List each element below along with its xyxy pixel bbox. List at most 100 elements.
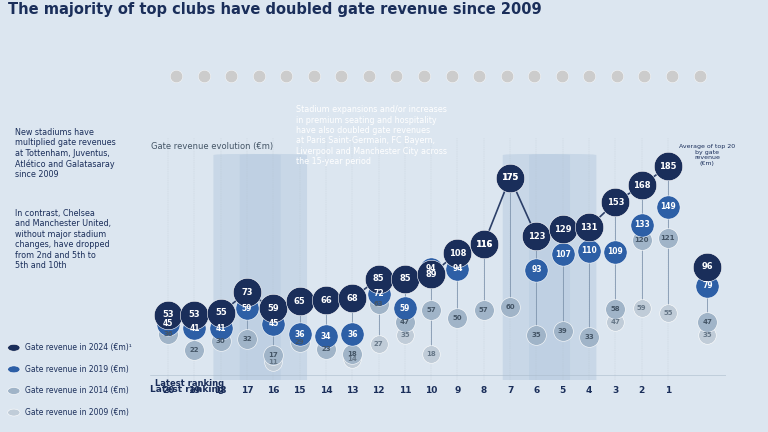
Text: 14: 14 bbox=[347, 356, 357, 362]
Point bbox=[214, 325, 227, 332]
Point bbox=[280, 72, 293, 79]
Point bbox=[666, 72, 678, 79]
Point bbox=[319, 345, 332, 352]
Text: 133: 133 bbox=[634, 220, 650, 229]
Text: 33: 33 bbox=[584, 334, 594, 340]
Point bbox=[662, 235, 674, 242]
Text: Gate revenue evolution (€m): Gate revenue evolution (€m) bbox=[151, 142, 273, 151]
Text: 27: 27 bbox=[374, 341, 383, 347]
Text: 23: 23 bbox=[321, 346, 331, 352]
Point bbox=[188, 346, 200, 353]
Text: 175: 175 bbox=[502, 173, 519, 182]
Text: 53: 53 bbox=[189, 311, 200, 319]
Point bbox=[583, 72, 595, 79]
Text: 107: 107 bbox=[554, 250, 571, 259]
Text: 110: 110 bbox=[581, 246, 597, 255]
Point bbox=[372, 290, 385, 297]
Point bbox=[557, 327, 569, 334]
Point bbox=[162, 311, 174, 318]
Point bbox=[473, 72, 485, 79]
Point bbox=[425, 271, 437, 278]
Text: Latest ranking: Latest ranking bbox=[150, 385, 224, 394]
Text: 93: 93 bbox=[531, 265, 541, 274]
Text: 55: 55 bbox=[215, 308, 227, 317]
Text: 55: 55 bbox=[663, 310, 673, 316]
Point bbox=[308, 72, 320, 79]
Point bbox=[225, 72, 237, 79]
FancyBboxPatch shape bbox=[503, 154, 570, 381]
Point bbox=[701, 282, 713, 289]
Point bbox=[293, 298, 306, 305]
Point bbox=[583, 247, 595, 254]
Point bbox=[188, 311, 200, 318]
Text: 47: 47 bbox=[400, 319, 410, 325]
Point bbox=[694, 72, 706, 79]
Text: 149: 149 bbox=[660, 202, 676, 211]
Point bbox=[662, 203, 674, 210]
Point bbox=[635, 236, 647, 243]
Text: 109: 109 bbox=[607, 248, 623, 256]
Point bbox=[583, 224, 595, 231]
Text: Latest ranking: Latest ranking bbox=[155, 379, 224, 388]
Point bbox=[425, 351, 437, 358]
Text: 11: 11 bbox=[269, 359, 278, 365]
Point bbox=[214, 309, 227, 316]
Text: 73: 73 bbox=[241, 288, 253, 297]
Text: Gate revenue in 2014 (€m): Gate revenue in 2014 (€m) bbox=[25, 387, 128, 395]
Text: 35: 35 bbox=[703, 332, 712, 338]
Text: 18: 18 bbox=[347, 351, 357, 357]
Text: 63: 63 bbox=[374, 301, 383, 307]
Point bbox=[319, 333, 332, 340]
Point bbox=[609, 318, 621, 325]
Text: 57: 57 bbox=[426, 308, 436, 313]
Text: 41: 41 bbox=[189, 324, 200, 333]
Text: 58: 58 bbox=[611, 306, 620, 312]
Text: 35: 35 bbox=[531, 332, 541, 338]
Point bbox=[452, 265, 464, 272]
Text: Gate revenue in 2024 (€m)¹: Gate revenue in 2024 (€m)¹ bbox=[25, 343, 131, 352]
Point bbox=[609, 199, 621, 206]
Point bbox=[557, 251, 569, 257]
Text: 39: 39 bbox=[558, 327, 568, 334]
Text: 30: 30 bbox=[216, 338, 226, 344]
Text: 18: 18 bbox=[426, 351, 436, 357]
Point bbox=[609, 306, 621, 313]
Text: 131: 131 bbox=[581, 222, 598, 232]
Text: 116: 116 bbox=[475, 239, 492, 248]
Point bbox=[478, 241, 490, 248]
Point bbox=[346, 356, 359, 362]
FancyBboxPatch shape bbox=[240, 154, 307, 381]
Point bbox=[583, 334, 595, 341]
Text: 168: 168 bbox=[633, 181, 650, 190]
Text: 175: 175 bbox=[502, 173, 518, 182]
Text: 129: 129 bbox=[554, 225, 571, 234]
Point bbox=[611, 72, 623, 79]
Point bbox=[372, 341, 385, 348]
Text: 108: 108 bbox=[449, 248, 466, 257]
Point bbox=[267, 305, 280, 311]
Point bbox=[372, 276, 385, 283]
Point bbox=[662, 309, 674, 316]
Text: 57: 57 bbox=[479, 308, 488, 313]
Text: 59: 59 bbox=[399, 304, 410, 313]
Point bbox=[241, 289, 253, 296]
Point bbox=[399, 305, 411, 311]
Point bbox=[346, 351, 359, 358]
Text: 36: 36 bbox=[164, 331, 173, 337]
Text: 29: 29 bbox=[295, 339, 304, 345]
Text: 59: 59 bbox=[637, 305, 647, 311]
Point bbox=[293, 338, 306, 345]
Text: 123: 123 bbox=[528, 232, 545, 241]
Point bbox=[555, 72, 568, 79]
Text: 153: 153 bbox=[607, 198, 624, 207]
Text: 59: 59 bbox=[242, 304, 252, 313]
Point bbox=[478, 241, 490, 248]
Point bbox=[399, 276, 411, 283]
Point bbox=[170, 72, 182, 79]
Text: Stadium expansions and/or increases
in premium seating and hospitality
have also: Stadium expansions and/or increases in p… bbox=[296, 105, 447, 166]
Point bbox=[557, 226, 569, 233]
Text: 94: 94 bbox=[452, 264, 463, 273]
Point bbox=[530, 267, 542, 273]
Text: 17: 17 bbox=[269, 353, 278, 359]
Text: 50: 50 bbox=[452, 315, 462, 321]
